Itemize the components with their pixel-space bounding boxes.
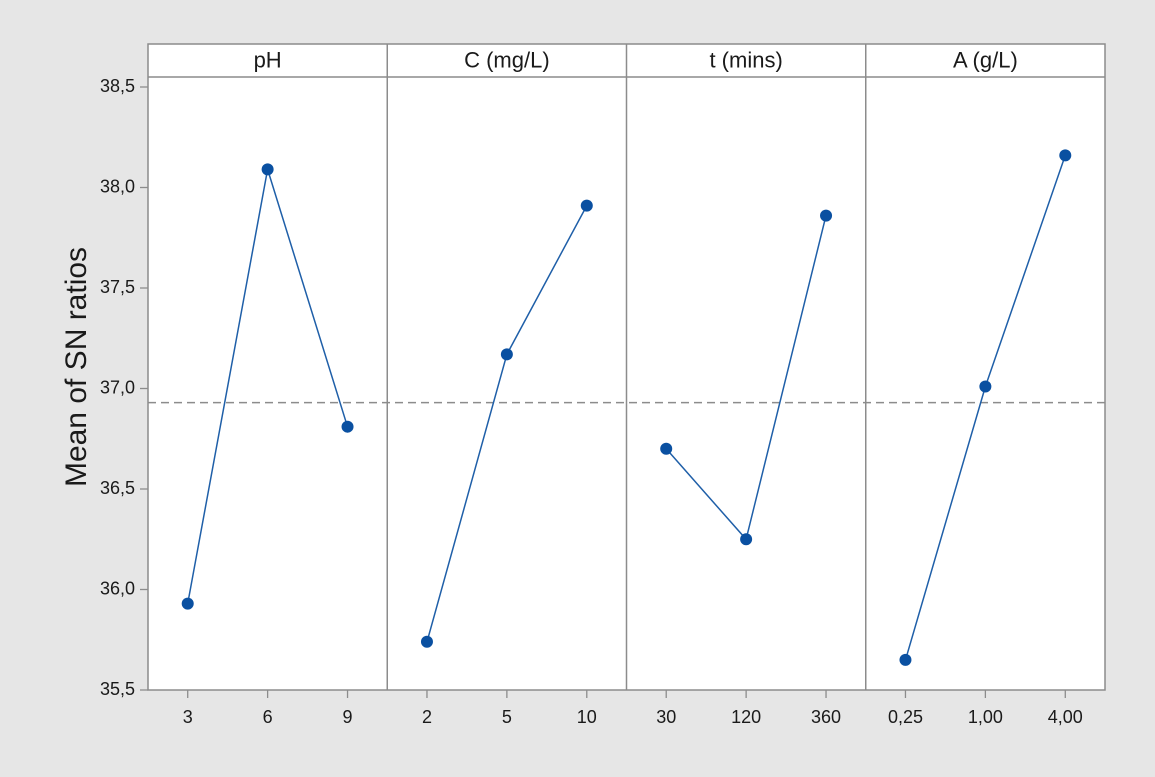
x-tick-label: 30 xyxy=(656,707,676,727)
y-tick-label: 35,5 xyxy=(100,679,135,699)
y-tick-label: 37,0 xyxy=(100,377,135,397)
panels-layer: pH 3 6 9 C (mg/L) 2 5 10 t (mins) 30 120 360 A (g/L)… xyxy=(147,43,1106,727)
x-tick-label: 4,00 xyxy=(1048,707,1083,727)
x-tick-label: 120 xyxy=(731,707,761,727)
data-point xyxy=(820,209,833,222)
x-tick-label: 1,00 xyxy=(968,707,1003,727)
x-tick-label: 360 xyxy=(811,707,841,727)
data-point xyxy=(420,635,433,648)
x-tick-label: 6 xyxy=(263,707,273,727)
x-tick-label: 9 xyxy=(343,707,353,727)
x-tick-label: 0,25 xyxy=(888,707,923,727)
data-point xyxy=(261,163,274,176)
data-point xyxy=(1059,149,1072,162)
x-tick-label: 2 xyxy=(422,707,432,727)
y-tick-label: 38,0 xyxy=(100,176,135,196)
data-point xyxy=(580,199,593,212)
y-tick-label: 37,5 xyxy=(100,277,135,297)
data-point xyxy=(979,380,992,393)
data-point xyxy=(740,533,753,546)
data-point xyxy=(181,597,194,610)
x-tick-label: 3 xyxy=(183,707,193,727)
data-point xyxy=(500,348,513,361)
data-point xyxy=(899,653,912,666)
x-tick-label: 5 xyxy=(502,707,512,727)
panel-title: A (g/L) xyxy=(953,47,1018,72)
data-point xyxy=(660,442,673,455)
panel-title: t (mins) xyxy=(709,47,782,72)
y-tick-label: 36,0 xyxy=(100,578,135,598)
data-point xyxy=(341,420,354,433)
y-tick-label: 36,5 xyxy=(100,478,135,498)
panel-title: C (mg/L) xyxy=(464,47,550,72)
panel-title: pH xyxy=(254,47,282,72)
plot-border xyxy=(147,43,1106,691)
y-axis-title: Mean of SN ratios xyxy=(60,247,93,487)
y-tick-label: 38,5 xyxy=(100,76,135,96)
x-tick-label: 10 xyxy=(577,707,597,727)
y-axis: 35,5 36,0 36,5 37,0 37,5 38,0 38,5 xyxy=(100,76,148,699)
